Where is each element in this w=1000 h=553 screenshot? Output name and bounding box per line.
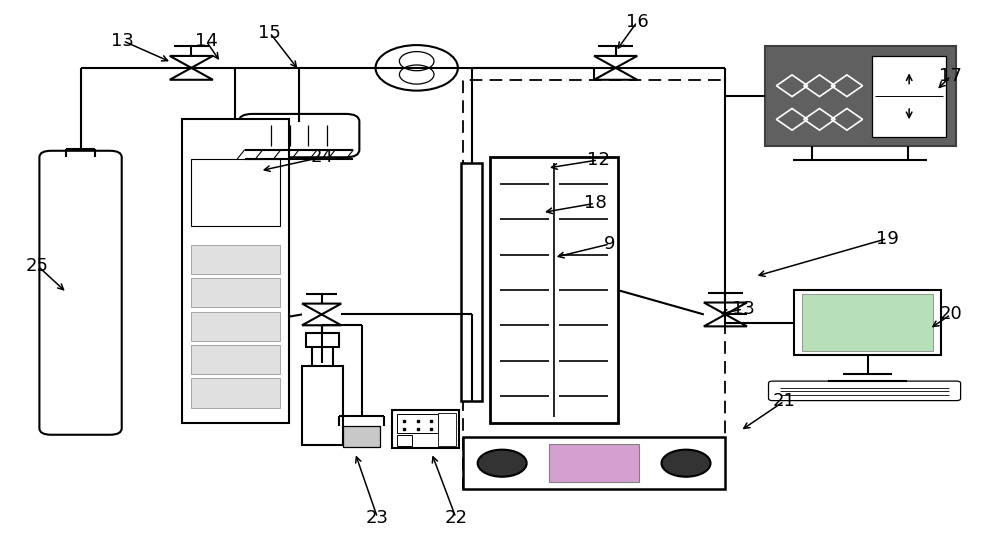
Bar: [802, 294, 933, 351]
Text: 19: 19: [876, 229, 899, 248]
Text: 21: 21: [773, 392, 796, 410]
Bar: [343, 426, 380, 447]
Bar: [438, 413, 456, 446]
Bar: [397, 414, 438, 433]
Bar: [463, 80, 725, 489]
Bar: [765, 46, 956, 147]
Text: 17: 17: [939, 67, 962, 85]
Text: 25: 25: [26, 257, 49, 275]
Bar: [191, 278, 280, 307]
Bar: [794, 290, 941, 355]
Bar: [490, 157, 618, 423]
Text: 15: 15: [258, 24, 281, 41]
Circle shape: [662, 450, 711, 477]
Circle shape: [478, 450, 527, 477]
Text: 23: 23: [366, 509, 389, 526]
Text: 22: 22: [444, 509, 467, 526]
FancyBboxPatch shape: [39, 151, 122, 435]
Text: 24: 24: [310, 148, 333, 166]
Text: 13: 13: [111, 32, 134, 50]
Text: 14: 14: [195, 32, 217, 50]
Bar: [872, 56, 946, 137]
Bar: [191, 311, 280, 341]
Bar: [191, 159, 280, 226]
Bar: [392, 410, 459, 448]
Text: 13: 13: [732, 300, 754, 318]
Text: 9: 9: [604, 235, 616, 253]
FancyBboxPatch shape: [239, 114, 359, 157]
Bar: [463, 437, 725, 489]
Text: 18: 18: [584, 194, 606, 212]
Text: 20: 20: [939, 305, 962, 324]
Bar: [549, 444, 639, 482]
Bar: [182, 119, 289, 423]
Bar: [461, 163, 482, 401]
Text: 16: 16: [626, 13, 649, 31]
Bar: [306, 333, 339, 347]
Bar: [191, 378, 280, 408]
FancyBboxPatch shape: [769, 381, 961, 400]
Bar: [302, 366, 343, 445]
Bar: [191, 345, 280, 374]
Bar: [191, 245, 280, 274]
Bar: [397, 435, 412, 446]
Text: 12: 12: [587, 151, 609, 169]
